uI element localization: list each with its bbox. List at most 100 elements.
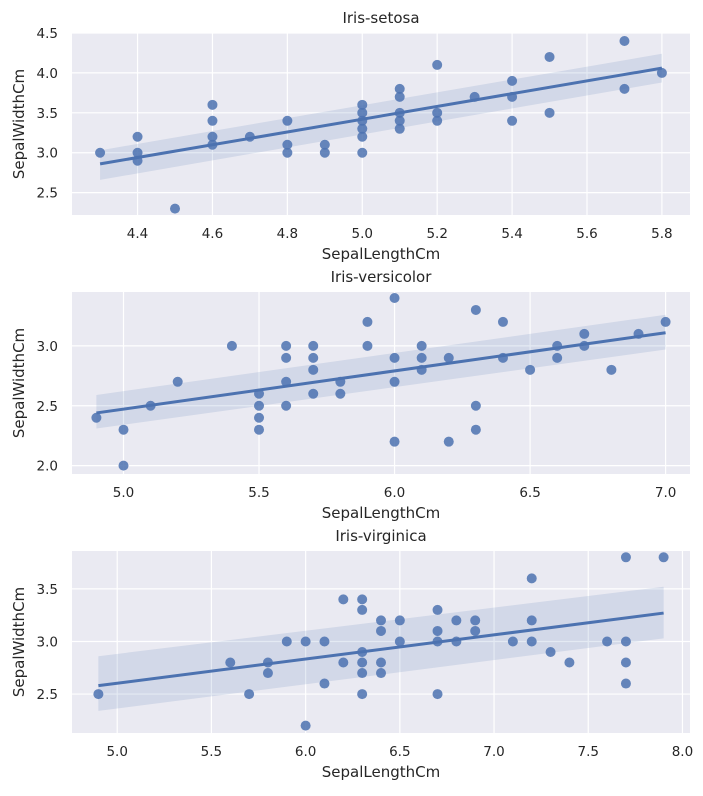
x-tick-label: 6.5 bbox=[389, 744, 410, 760]
y-tick-label: 2.5 bbox=[37, 399, 58, 415]
regression-line bbox=[99, 66, 663, 166]
data-point bbox=[376, 668, 386, 679]
x-tick-label: 5.0 bbox=[352, 226, 373, 242]
x-tick-label: 5.4 bbox=[501, 226, 522, 242]
data-point bbox=[394, 83, 405, 94]
data-point bbox=[432, 625, 443, 636]
data-point bbox=[394, 91, 405, 102]
data-point bbox=[470, 625, 481, 636]
x-tick-label: 6.0 bbox=[295, 744, 316, 760]
data-point bbox=[338, 594, 349, 605]
data-point bbox=[470, 304, 481, 315]
y-axis-label: SepalWidthCm bbox=[10, 328, 28, 438]
x-tick-label: 5.0 bbox=[106, 744, 127, 760]
data-point bbox=[432, 689, 443, 700]
data-point bbox=[416, 352, 427, 363]
data-point bbox=[443, 352, 454, 363]
data-point bbox=[226, 340, 237, 351]
x-tick-label: 5.2 bbox=[426, 226, 447, 242]
x-axis-label: SepalLengthCm bbox=[322, 763, 440, 781]
data-point bbox=[357, 689, 368, 700]
data-point bbox=[544, 51, 555, 62]
subplot-iris-virginica: 5.0 5.5 6.0 6.5 7.0 7.5 8.0 2.5 3.0 3.5 Iris-virgi… bbox=[10, 527, 693, 781]
data-point bbox=[658, 552, 669, 563]
data-point bbox=[389, 292, 400, 303]
data-point bbox=[394, 636, 405, 647]
data-point bbox=[118, 460, 129, 471]
data-point bbox=[507, 75, 518, 86]
data-point bbox=[376, 625, 386, 636]
data-point bbox=[389, 436, 400, 447]
data-point bbox=[132, 147, 143, 158]
data-point bbox=[282, 147, 293, 158]
x-tick-label: 5.5 bbox=[201, 744, 222, 760]
data-point bbox=[552, 352, 563, 363]
subplot-title: Iris-versicolor bbox=[331, 268, 433, 286]
data-point bbox=[335, 388, 346, 399]
data-point bbox=[606, 364, 617, 375]
y-axis-label: SepalWidthCm bbox=[10, 587, 28, 697]
x-tick-label: 8.0 bbox=[672, 744, 693, 760]
data-point bbox=[362, 340, 373, 351]
data-point bbox=[170, 203, 180, 214]
data-point bbox=[656, 67, 667, 78]
data-point bbox=[619, 35, 630, 46]
x-tick-label: 6.0 bbox=[384, 485, 405, 501]
data-point bbox=[470, 400, 481, 411]
data-point bbox=[443, 436, 454, 447]
data-point bbox=[338, 657, 349, 668]
data-point bbox=[118, 424, 129, 435]
subplot-title: Iris-virginica bbox=[335, 527, 426, 545]
data-point bbox=[545, 646, 556, 657]
data-point bbox=[357, 99, 368, 110]
x-axis-label: SepalLengthCm bbox=[322, 245, 440, 263]
data-point bbox=[357, 594, 368, 605]
data-point bbox=[207, 131, 218, 142]
data-point bbox=[357, 107, 368, 118]
data-point bbox=[281, 376, 292, 387]
y-axis-label: SepalWidthCm bbox=[10, 69, 28, 179]
x-tick-label: 5.0 bbox=[113, 485, 134, 501]
x-tick-label: 4.6 bbox=[202, 226, 223, 242]
data-point bbox=[389, 352, 400, 363]
data-point bbox=[470, 615, 481, 626]
x-tick-label: 5.5 bbox=[248, 485, 269, 501]
data-point bbox=[470, 424, 481, 435]
data-point bbox=[432, 107, 443, 118]
y-tick-label: 2.5 bbox=[37, 687, 58, 703]
data-point bbox=[207, 115, 218, 126]
data-point bbox=[564, 657, 575, 668]
data-point bbox=[319, 139, 330, 150]
y-tick-label: 3.5 bbox=[37, 106, 58, 122]
data-point bbox=[282, 115, 293, 126]
data-point bbox=[308, 388, 319, 399]
data-point bbox=[244, 689, 255, 700]
x-tick-label: 7.0 bbox=[655, 485, 676, 501]
data-point bbox=[91, 412, 102, 423]
data-point bbox=[281, 340, 292, 351]
y-tick-label: 3.0 bbox=[37, 339, 58, 355]
subplot-iris-versicolor: 5.0 5.5 6.0 6.5 7.0 2.0 2.5 3.0 Iris-versicolor S… bbox=[10, 268, 690, 522]
data-point bbox=[93, 689, 104, 700]
data-point bbox=[507, 636, 518, 647]
data-point bbox=[620, 657, 631, 668]
data-point bbox=[362, 316, 373, 327]
data-point bbox=[95, 147, 106, 158]
data-point bbox=[262, 668, 273, 679]
y-tick-label: 4.5 bbox=[37, 26, 58, 42]
x-tick-label: 5.6 bbox=[576, 226, 597, 242]
data-point bbox=[357, 123, 368, 134]
data-point bbox=[254, 424, 265, 435]
data-point bbox=[357, 131, 368, 142]
data-point bbox=[432, 604, 443, 615]
x-axis-label: SepalLengthCm bbox=[322, 504, 440, 522]
data-point bbox=[660, 316, 671, 327]
data-point bbox=[357, 668, 368, 679]
y-tick-label: 2.5 bbox=[37, 186, 58, 202]
data-point bbox=[507, 115, 518, 126]
data-point bbox=[172, 376, 183, 387]
data-point bbox=[281, 400, 292, 411]
x-tick-label: 7.0 bbox=[483, 744, 504, 760]
data-point bbox=[281, 352, 292, 363]
